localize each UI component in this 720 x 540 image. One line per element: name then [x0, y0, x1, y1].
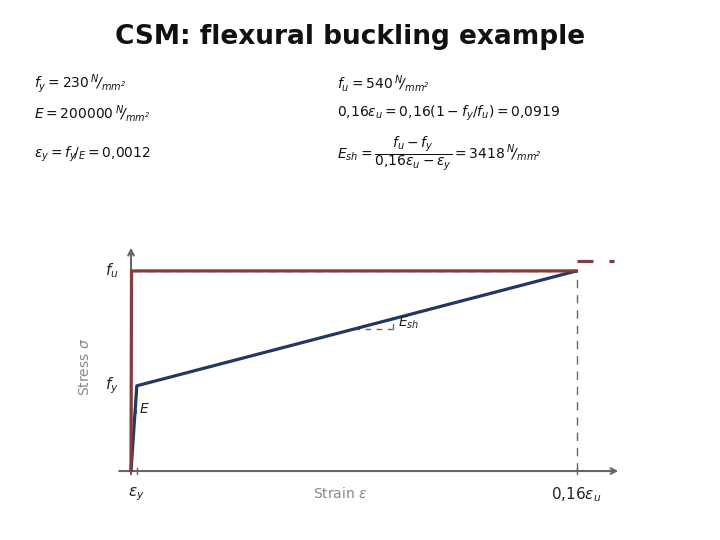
Text: CSM: flexural buckling example: CSM: flexural buckling example [115, 24, 585, 50]
Text: $f_y = 230\,\mathregular{^N\!/_{mm^2}}$: $f_y = 230\,\mathregular{^N\!/_{mm^2}}$ [34, 72, 126, 95]
Text: $f_u$: $f_u$ [105, 261, 119, 280]
Text: $\varepsilon_y = \mathit{f_y}\!/_{E} = 0{,}0012$: $\varepsilon_y = \mathit{f_y}\!/_{E} = 0… [34, 144, 150, 164]
Text: $E_{sh}$: $E_{sh}$ [397, 315, 419, 332]
Text: $f_u = 540\,\mathregular{^N\!/_{mm^2}}$: $f_u = 540\,\mathregular{^N\!/_{mm^2}}$ [337, 73, 429, 94]
Text: $0{,}16\varepsilon_u = 0{,}16(1-\mathit{f_y}/\mathit{f_u}) = 0{,}0919$: $0{,}16\varepsilon_u = 0{,}16(1-\mathit{… [337, 104, 560, 123]
Text: $E_{sh} = \dfrac{f_u-f_y}{0{,}16\varepsilon_u-\varepsilon_y} = 3418\,\mathregula: $E_{sh} = \dfrac{f_u-f_y}{0{,}16\varepsi… [337, 135, 541, 173]
Text: $\varepsilon_y$: $\varepsilon_y$ [128, 485, 145, 503]
Text: $E$: $E$ [139, 402, 149, 416]
Text: 10: 10 [688, 520, 706, 533]
Text: $0{,}16\varepsilon_u$: $0{,}16\varepsilon_u$ [552, 485, 602, 504]
Text: Stress $\sigma$: Stress $\sigma$ [78, 338, 92, 396]
Text: $f_y$: $f_y$ [105, 375, 119, 396]
Text: $E = 200000\,\mathregular{^N\!/_{mm^2}}$: $E = 200000\,\mathregular{^N\!/_{mm^2}}$ [34, 103, 150, 124]
Text: Structural stainless steels: Structural stainless steels [692, 198, 701, 342]
Text: Strain $\varepsilon$: Strain $\varepsilon$ [313, 485, 368, 501]
